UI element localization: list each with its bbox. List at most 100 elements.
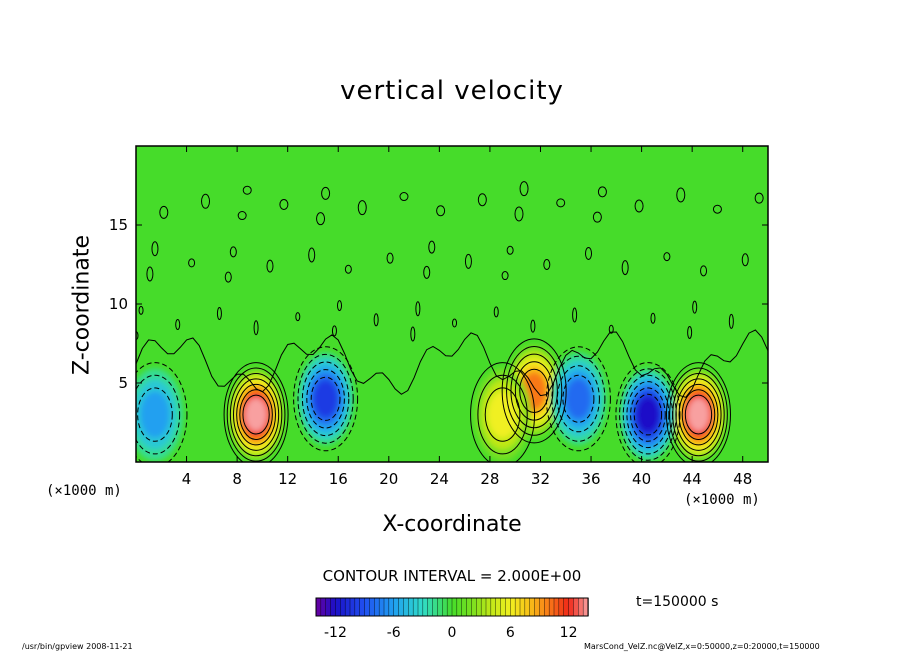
colorbar-segment: [544, 597, 550, 617]
colorbar-segment: [403, 597, 409, 617]
contour-line: [306, 369, 345, 429]
contour-line: [310, 376, 341, 421]
contour-line: [684, 394, 713, 435]
small-contour: [201, 193, 211, 209]
contour-line: [484, 387, 521, 442]
small-contour: [687, 325, 693, 339]
colorbar-segment: [485, 597, 492, 617]
contour-line: [236, 383, 277, 446]
small-contour: [477, 193, 487, 207]
x-tick-label: 8: [232, 470, 242, 488]
colorbar-segment: [451, 597, 458, 617]
colorbar-segment: [476, 597, 482, 617]
colorbar-segment: [446, 597, 453, 617]
colorbar-segment: [388, 597, 395, 617]
small-contour: [216, 306, 222, 320]
small-contour: [308, 247, 316, 263]
small-contour: [410, 326, 416, 342]
plot-area: [135, 145, 769, 463]
small-contour: [242, 185, 252, 195]
colorbar-segment: [437, 597, 443, 617]
contour-line: [293, 346, 359, 452]
field-layer: [136, 344, 727, 461]
colorbar-segment: [408, 597, 414, 617]
colorbar-segment: [514, 597, 521, 617]
colorbar-segment: [325, 597, 332, 617]
small-contour: [506, 245, 514, 255]
small-contour: [146, 266, 154, 282]
colorbar-segment: [558, 597, 565, 617]
colorbar-segment: [364, 597, 371, 617]
contour-line: [233, 378, 280, 451]
small-contour: [188, 258, 196, 268]
contour-line: [626, 381, 670, 449]
small-contour: [373, 313, 379, 327]
x-tick-label: 24: [430, 470, 449, 488]
colorbar-segment: [374, 597, 380, 617]
colorbar-segment: [427, 597, 434, 617]
colorbar-segment: [315, 597, 322, 617]
colorbar-segment: [359, 597, 366, 617]
colorbar-tick-label: 6: [506, 625, 515, 641]
colorbar-segment: [422, 597, 429, 617]
colorbar-segment: [480, 597, 487, 617]
small-contour: [266, 259, 274, 273]
colorbar-segment: [471, 597, 477, 617]
small-contour: [621, 260, 629, 276]
small-contour: [138, 305, 144, 315]
contour-line: [633, 393, 663, 436]
x-tick-label: 16: [329, 470, 348, 488]
contour-line: [242, 394, 270, 435]
y-tick-label: 5: [118, 374, 128, 392]
colorbar-segment: [553, 597, 560, 617]
footer-data-source: MarsCond_VelZ.nc@VelZ,x=0:50000,z=0:2000…: [584, 642, 820, 651]
contour-line: [622, 374, 674, 455]
small-contour: [592, 211, 602, 223]
small-contour: [428, 240, 436, 254]
colorbar-segment: [393, 597, 400, 617]
x-tick-label: 4: [182, 470, 192, 488]
small-contour: [415, 301, 421, 317]
colorbar-segment: [505, 597, 511, 617]
small-contour: [295, 312, 301, 322]
contour-line: [615, 362, 681, 462]
colorbar: -12 -6 0 6 12: [315, 597, 589, 641]
small-contour: [543, 259, 551, 270]
field-level: [313, 380, 338, 418]
colorbar-segment: [548, 597, 555, 617]
colorbar-segment: [568, 597, 575, 617]
colorbar-segment: [383, 597, 390, 617]
colorbar-segment: [354, 597, 361, 617]
small-contour: [175, 319, 181, 331]
small-contour: [159, 205, 169, 219]
colorbar-tick-label: 12: [560, 625, 578, 641]
time-label: t=150000 s: [636, 594, 719, 610]
zero-contour: [136, 329, 768, 398]
small-contour: [530, 319, 536, 333]
colorbar-segment: [510, 597, 516, 617]
contour-line: [229, 372, 283, 457]
small-contour: [316, 212, 326, 226]
contour-line: [630, 387, 666, 442]
colorbar-segment: [398, 597, 405, 617]
colorbar-segment: [466, 597, 473, 617]
contour-line: [556, 365, 600, 433]
colorbar-tick-label: 0: [448, 625, 457, 641]
contour-line: [669, 367, 728, 462]
small-contour: [337, 300, 343, 312]
small-contour: [741, 253, 749, 267]
contour-line: [226, 367, 286, 462]
x-unit-label-left: (×1000 m): [46, 483, 122, 499]
contour-line: [562, 374, 595, 423]
colorbar-segment: [573, 597, 579, 617]
x-axis-label: X-coordinate: [382, 512, 522, 537]
x-axis: 4 8 12 16 20 24 28 32 36 40 44 48: [182, 146, 752, 488]
small-contour: [436, 205, 446, 217]
colorbar-segment: [369, 597, 375, 617]
contour-line: [545, 346, 611, 452]
field-blobs: [136, 344, 727, 461]
colorbar-segment: [490, 597, 497, 617]
colorbar-segment: [320, 597, 327, 617]
colorbar-segment: [524, 597, 531, 617]
